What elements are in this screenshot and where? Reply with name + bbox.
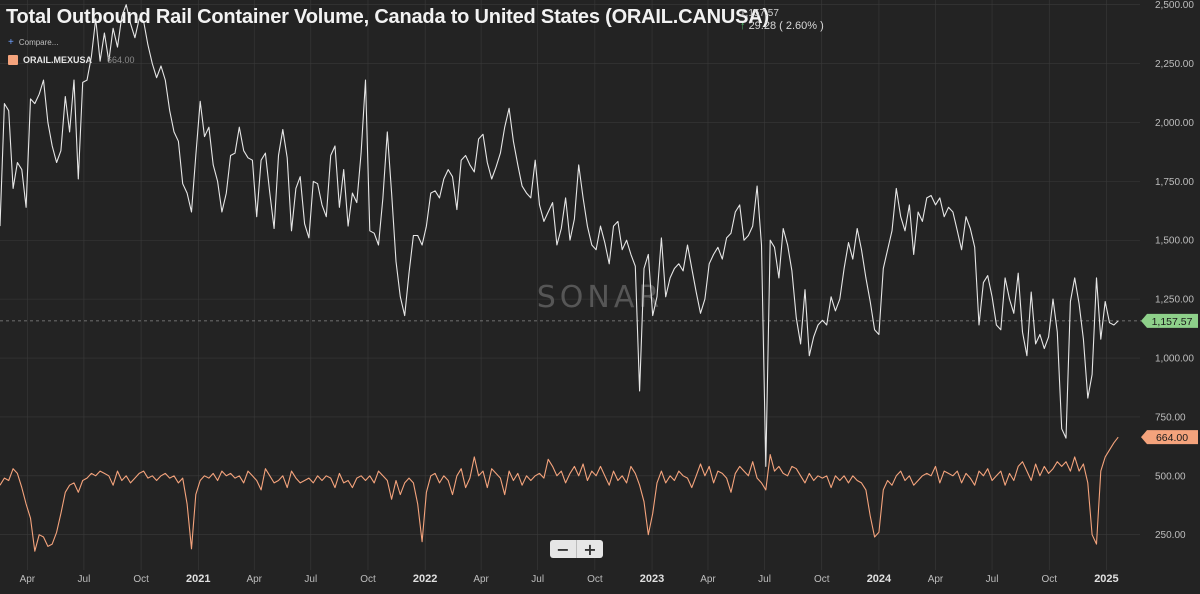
zoom-out-button[interactable]: − — [550, 540, 576, 558]
sonar-watermark: SONAR — [537, 280, 663, 315]
last-value-badge — [1141, 313, 1198, 328]
x-tick-label: Oct — [360, 574, 376, 585]
legend-value: 664.00 — [107, 55, 135, 65]
zoom-in-button[interactable]: + — [576, 540, 603, 558]
last-value: 1,157.57 — [740, 8, 779, 19]
x-tick-label: 2022 — [413, 573, 437, 585]
y-tick-label: 2,250.00 — [1155, 59, 1194, 70]
change-value: 29.28 ( 2.60% ) — [748, 20, 824, 32]
x-tick-label: 2025 — [1094, 573, 1118, 585]
y-tick-label: 1,500.00 — [1155, 236, 1194, 247]
plus-icon: + — [583, 540, 597, 558]
x-tick-label: Apr — [20, 574, 36, 585]
x-tick-label: Apr — [246, 574, 262, 585]
y-tick-label: 1,250.00 — [1155, 295, 1194, 306]
legend-name: ORAIL.MEXUSA — [23, 55, 93, 65]
minus-icon: − — [556, 540, 570, 558]
x-axis: Apr Jul Oct 2021 Apr Jul Oct 2022 Apr Jul Oct 2023 A… — [20, 573, 1119, 585]
x-tick-label: Jul — [986, 574, 999, 585]
y-tick-label: 1,750.00 — [1155, 177, 1194, 188]
x-tick-label: Jul — [304, 574, 317, 585]
y-tick-label: 2,500.00 — [1155, 0, 1194, 11]
x-tick-label: Oct — [133, 574, 149, 585]
x-tick-label: Jul — [531, 574, 544, 585]
compare-label: Compare... — [18, 38, 59, 47]
y-tick-label: 250.00 — [1155, 530, 1186, 541]
legend-swatch — [8, 55, 18, 65]
series-line-mexusa — [0, 436, 1119, 552]
x-tick-label: Apr — [928, 574, 944, 585]
y-tick-label: 1,000.00 — [1155, 354, 1194, 365]
compare-button[interactable]: + Compare... — [8, 37, 58, 48]
last-value-badge-label: 664.00 — [1156, 432, 1188, 444]
x-tick-label: Apr — [700, 574, 716, 585]
y-tick-label: 2,000.00 — [1155, 118, 1194, 129]
zoom-controls: − + — [550, 540, 603, 558]
x-tick-label: 2021 — [186, 573, 210, 585]
x-tick-label: Jul — [78, 574, 91, 585]
series-line-canusa — [0, 4, 1119, 467]
change-readout: ↑ 29.28 ( 2.60% ) — [740, 20, 824, 32]
last-value-badge-label: 1,157.57 — [1152, 316, 1193, 328]
last-value-badge — [1141, 430, 1198, 445]
last-value-labels: 1,157.57 664.00 — [1141, 313, 1198, 445]
x-tick-label: Jul — [758, 574, 771, 585]
x-tick-label: Oct — [587, 574, 603, 585]
x-tick-label: 2024 — [867, 573, 892, 585]
y-tick-label: 750.00 — [1155, 412, 1186, 423]
y-axis: 250.00 500.00 750.00 1,000.00 1,250.00 1,500.… — [1155, 0, 1194, 541]
x-tick-label: Oct — [1041, 574, 1057, 585]
x-tick-label: Apr — [473, 574, 489, 585]
legend-item-mexusa[interactable]: ORAIL.MEXUSA 664.00 — [8, 55, 135, 65]
chart-gridlines — [0, 0, 1140, 570]
arrow-up-icon: ↑ — [740, 20, 746, 32]
last-value-block: 1,157.57 ↑ 29.28 ( 2.60% ) — [740, 8, 824, 32]
chart-series — [0, 4, 1119, 552]
plus-icon: + — [8, 37, 14, 48]
page-title: Total Outbound Rail Container Volume, Ca… — [6, 6, 769, 28]
x-tick-label: 2023 — [640, 573, 664, 585]
x-tick-label: Oct — [814, 574, 830, 585]
y-tick-label: 500.00 — [1155, 471, 1186, 482]
